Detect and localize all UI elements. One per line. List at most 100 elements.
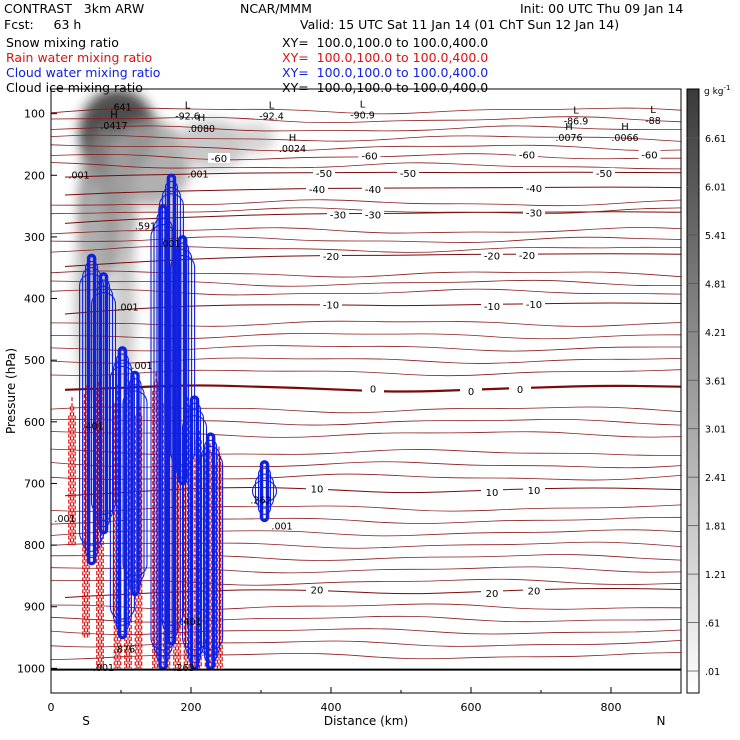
x-tick-label: 200	[181, 701, 202, 714]
temperature-contour-line	[51, 246, 681, 253]
temperature-label-bg	[320, 299, 342, 310]
temperature-contour-line	[51, 320, 681, 327]
y-tick-label: 1000	[17, 662, 45, 675]
extremum-value: .001	[159, 239, 180, 250]
temperature-label: 0	[517, 385, 523, 396]
temperature-label: -30	[330, 211, 346, 222]
colorbar-label: 1.21	[705, 570, 726, 581]
cloud-water-contour	[161, 187, 181, 632]
temperature-label: -50	[400, 169, 416, 180]
temperature-label-bg	[593, 167, 615, 178]
temperature-label-bg	[460, 386, 482, 396]
x-tick-label: 400	[321, 701, 342, 714]
temperature-label: -20	[323, 252, 339, 263]
extremum-mark: L	[360, 99, 366, 110]
field-xy-cloud-water: XY= 100.0,100.0 to 100.0,400.0	[282, 65, 489, 80]
extremum-value: .0024	[279, 144, 306, 155]
temperature-contour-line	[51, 529, 681, 537]
cloud-water-contour	[177, 235, 188, 486]
temperature-contour-line	[64, 487, 681, 497]
temperature-label-bg	[523, 183, 545, 194]
temperature-contour-line	[64, 171, 681, 178]
temperature-label: 0	[468, 387, 474, 398]
temperature-contour-line	[64, 384, 681, 393]
temperature-label-bg	[362, 183, 384, 194]
temperature-label-bg	[481, 300, 503, 311]
extremum-value: .001	[54, 514, 75, 525]
temperature-contour-line	[51, 125, 681, 132]
temperature-contour-line	[64, 253, 681, 267]
temperature-label: -30	[365, 211, 381, 222]
extremum-value: .641	[110, 102, 131, 113]
temperature-contour-line	[51, 541, 681, 549]
extremum-value: -86.9	[564, 117, 589, 128]
x-tick-label: 800	[601, 701, 622, 714]
temperature-label-bg	[523, 485, 545, 496]
temperature-label-bg	[306, 183, 328, 194]
temperature-label: -60	[211, 154, 227, 165]
temperature-contour-line	[51, 628, 681, 636]
cloud-water-contour	[257, 467, 272, 515]
temperature-contour-line	[51, 107, 681, 115]
temperature-contour-line	[51, 566, 681, 574]
temperature-label: -60	[641, 150, 657, 161]
temperature-contour-line	[51, 199, 681, 207]
temperature-label-bg	[358, 150, 381, 161]
temperature-label: -10	[323, 301, 339, 312]
cloud-water-contour	[98, 272, 109, 535]
colorbar-label: 3.61	[705, 376, 726, 387]
extremum-value: .0066	[611, 133, 638, 144]
cloud-water-contour	[198, 452, 224, 651]
temperature-label: 10	[486, 488, 499, 499]
temperature-label: 20	[311, 585, 324, 596]
temperature-contour-line	[51, 207, 681, 215]
cloud-water-contour	[85, 261, 99, 558]
extremum-mark: L	[185, 101, 191, 112]
cloud-water-contour	[93, 285, 114, 521]
snow-shade-blob	[156, 199, 184, 422]
temperature-contour-line	[51, 162, 681, 170]
field-label-cloud-ice: Cloud ice mixing ratio	[6, 80, 143, 95]
extremum-mark: L	[269, 101, 275, 112]
temperature-contour-line	[51, 431, 681, 438]
temperature-contour-line	[51, 345, 681, 352]
temperature-contour-line	[51, 652, 681, 660]
y-tick-label: 900	[24, 601, 45, 614]
extremum-value: -90.9	[350, 110, 375, 121]
cloud-water-contour	[130, 370, 140, 597]
extremum-mark: H	[198, 113, 206, 124]
y-axis-label: Pressure (hPa)	[4, 348, 18, 434]
temperature-contour-line	[64, 588, 681, 598]
temperature-label-bg	[306, 483, 328, 494]
x-end-label-north: N	[657, 714, 666, 728]
temperature-label-bg	[523, 207, 545, 218]
temperature-label-bg	[481, 588, 503, 599]
field-xy-snow: XY= 100.0,100.0 to 100.0,400.0	[282, 35, 489, 50]
model-title: CONTRAST 3km ARW	[4, 1, 145, 16]
temperature-label-bg	[327, 209, 349, 220]
cloud-water-contour	[170, 254, 196, 466]
cloud-water-contour	[122, 390, 148, 577]
cloud-water-contour	[156, 211, 170, 663]
x-tick-label: 0	[48, 701, 55, 714]
extremum-mark: H	[110, 110, 118, 121]
field-label-cloud-water: Cloud water mixing ratio	[6, 65, 161, 80]
temperature-label: -60	[519, 150, 535, 161]
temperature-contour-line	[51, 554, 681, 561]
temperature-label: -40	[526, 184, 542, 195]
extremum-value: .401	[82, 422, 103, 433]
forecast-hour: Fcst: 63 h	[4, 17, 82, 32]
cloud-water-contour	[164, 180, 178, 639]
snow-shade-blob	[107, 119, 191, 207]
temperature-label: -40	[309, 185, 325, 196]
snow-shade-blob	[79, 89, 156, 176]
colorbar-label: 4.21	[705, 328, 726, 339]
colorbar-label: 4.81	[705, 279, 726, 290]
y-tick-label: 600	[24, 416, 45, 429]
temperature-contour-line	[64, 302, 681, 315]
temperature-contour-line	[51, 473, 681, 481]
temperature-contour-line	[51, 332, 681, 340]
extremum-value: .262	[250, 496, 271, 507]
colorbar-unit-base: g kg	[704, 87, 724, 97]
